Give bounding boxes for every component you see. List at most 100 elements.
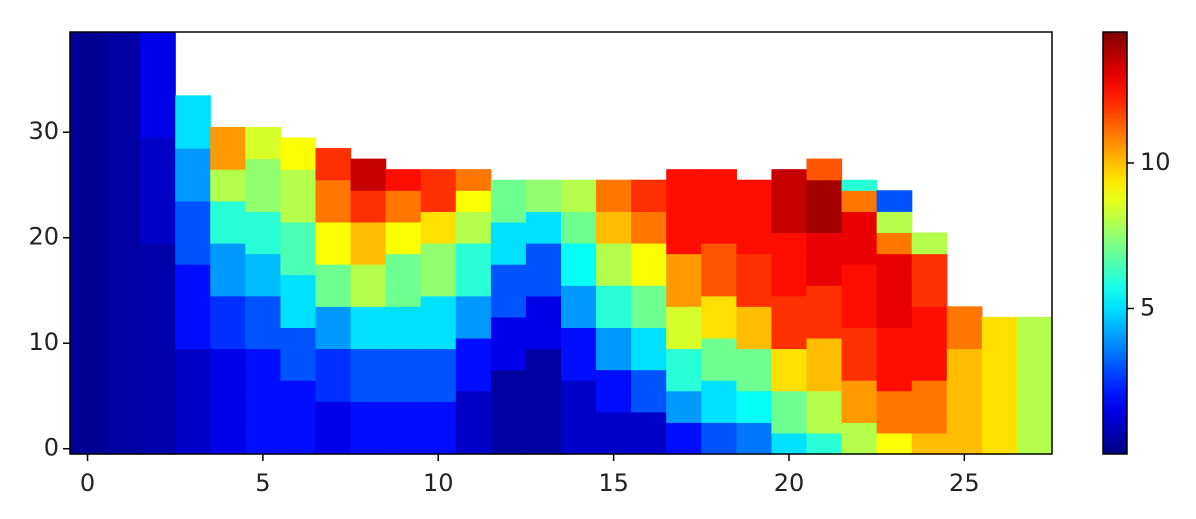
cell bbox=[420, 179, 457, 191]
cell bbox=[140, 274, 176, 286]
cell bbox=[771, 285, 808, 297]
cell bbox=[1016, 337, 1053, 350]
cell bbox=[455, 443, 492, 455]
cell bbox=[701, 411, 737, 423]
cell bbox=[911, 359, 948, 371]
cell bbox=[525, 243, 562, 255]
cell bbox=[420, 211, 457, 223]
cell bbox=[455, 221, 492, 234]
cell bbox=[455, 253, 492, 265]
cell bbox=[525, 264, 562, 276]
cell bbox=[350, 295, 387, 307]
cell bbox=[140, 63, 176, 75]
cell bbox=[385, 316, 422, 328]
cell bbox=[105, 232, 141, 244]
cell bbox=[315, 211, 352, 223]
cell bbox=[105, 105, 141, 117]
cell bbox=[210, 243, 246, 255]
cell bbox=[771, 190, 808, 202]
cell bbox=[876, 443, 913, 455]
cell bbox=[876, 295, 913, 307]
cell bbox=[280, 221, 317, 234]
cell bbox=[245, 158, 282, 170]
cell bbox=[631, 443, 667, 455]
cell bbox=[315, 316, 352, 328]
cell bbox=[561, 200, 597, 212]
cell bbox=[280, 274, 317, 286]
y-tick-label: 0 bbox=[44, 434, 59, 462]
cell bbox=[806, 337, 843, 350]
cell bbox=[420, 337, 457, 350]
cell bbox=[631, 432, 667, 445]
cell bbox=[701, 190, 737, 202]
cell bbox=[911, 443, 948, 455]
cell bbox=[736, 422, 773, 434]
cell bbox=[806, 264, 843, 276]
cell bbox=[420, 264, 457, 276]
cell bbox=[771, 380, 808, 392]
cell bbox=[666, 190, 702, 202]
cell bbox=[806, 306, 843, 318]
cell bbox=[1016, 401, 1053, 413]
cell bbox=[140, 390, 176, 402]
x-tick-label: 15 bbox=[598, 469, 629, 497]
cell bbox=[280, 327, 317, 339]
cell bbox=[806, 169, 843, 181]
cell bbox=[561, 401, 597, 413]
colorbar-tick-label: 5 bbox=[1140, 293, 1155, 321]
cell bbox=[210, 232, 246, 244]
cell bbox=[666, 422, 702, 434]
cell bbox=[315, 306, 352, 318]
cell bbox=[806, 401, 843, 413]
cell bbox=[701, 337, 737, 350]
cell bbox=[245, 137, 282, 149]
cell bbox=[455, 169, 492, 181]
cell bbox=[1016, 390, 1053, 402]
cell bbox=[490, 274, 527, 286]
cell bbox=[175, 337, 211, 350]
cell bbox=[70, 211, 106, 223]
cell bbox=[245, 274, 282, 286]
cell bbox=[771, 211, 808, 223]
cell bbox=[596, 422, 632, 434]
cell bbox=[490, 348, 527, 360]
cell bbox=[105, 274, 141, 286]
cell bbox=[70, 274, 106, 286]
cell bbox=[350, 359, 387, 371]
cell bbox=[420, 316, 457, 328]
cell bbox=[70, 243, 106, 255]
cell bbox=[105, 369, 141, 381]
cell bbox=[525, 443, 562, 455]
cell bbox=[280, 243, 317, 255]
cell bbox=[175, 105, 211, 117]
cell bbox=[315, 232, 352, 244]
cell bbox=[175, 327, 211, 339]
cell bbox=[1016, 380, 1053, 392]
cell bbox=[140, 200, 176, 212]
cell bbox=[385, 179, 422, 191]
cell bbox=[525, 274, 562, 286]
cell bbox=[490, 221, 527, 234]
cell bbox=[455, 179, 492, 191]
cell bbox=[806, 390, 843, 402]
cell bbox=[525, 221, 562, 234]
cell bbox=[70, 443, 106, 455]
cell bbox=[701, 295, 737, 307]
cell bbox=[175, 316, 211, 328]
cell bbox=[561, 327, 597, 339]
cell bbox=[175, 148, 211, 160]
cell bbox=[946, 411, 983, 423]
cell bbox=[701, 422, 737, 434]
cell bbox=[420, 221, 457, 234]
cell bbox=[876, 285, 913, 297]
cell bbox=[245, 264, 282, 276]
cell bbox=[385, 306, 422, 318]
cell bbox=[631, 306, 667, 318]
cell bbox=[736, 390, 773, 402]
cell bbox=[666, 274, 702, 286]
cell bbox=[806, 274, 843, 286]
cell bbox=[245, 443, 282, 455]
cell bbox=[561, 211, 597, 223]
cell bbox=[175, 232, 211, 244]
cell bbox=[280, 211, 317, 223]
